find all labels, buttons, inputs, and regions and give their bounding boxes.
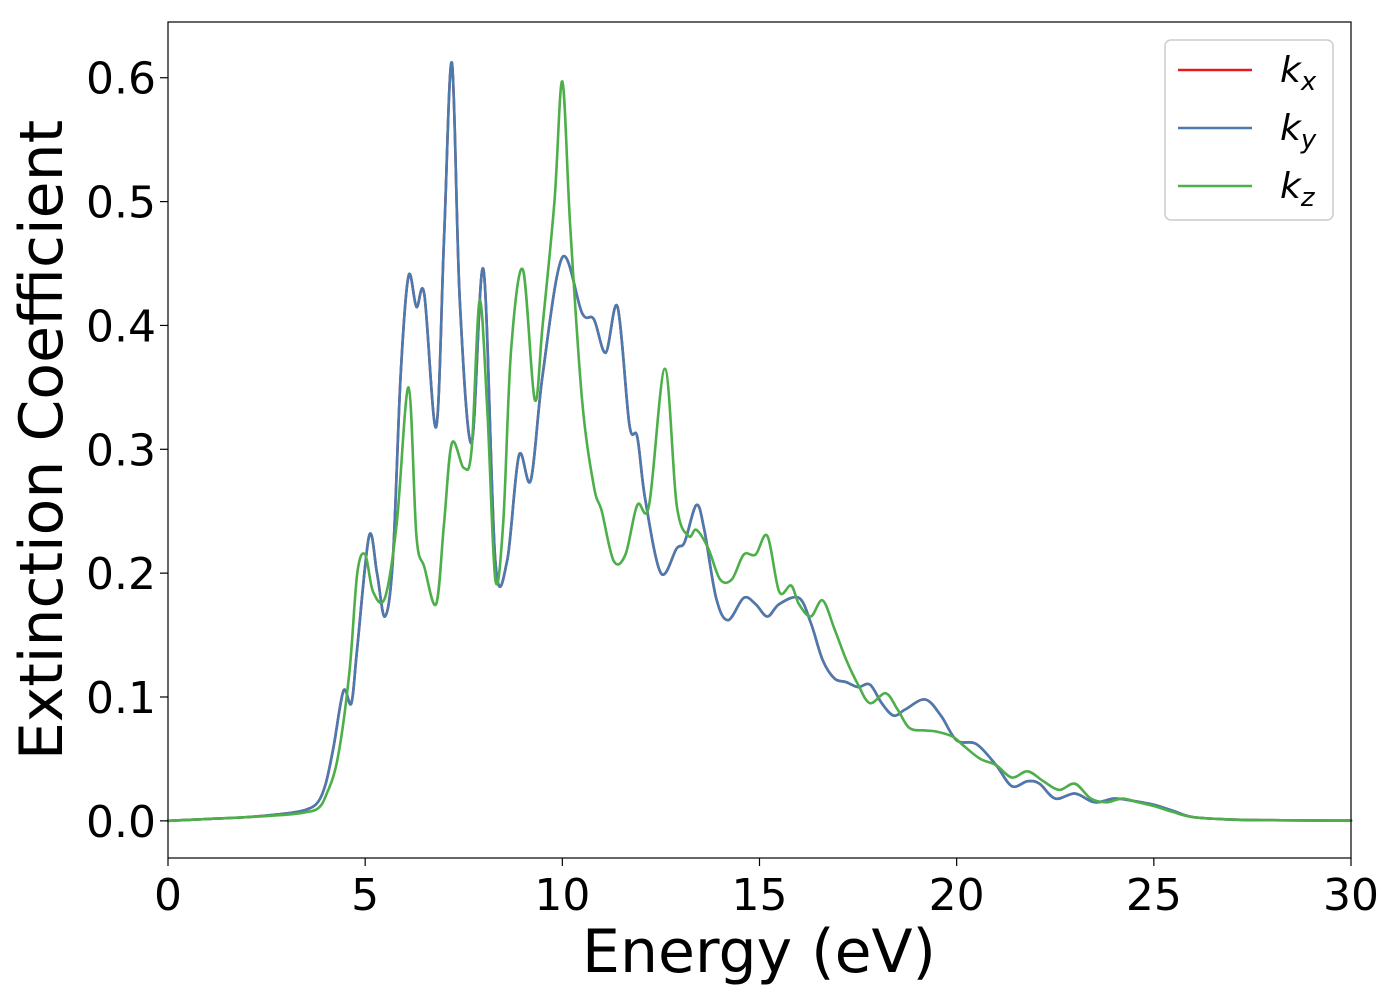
legend-label-base: k [1280, 166, 1303, 207]
legend-label-base: k [1280, 50, 1303, 91]
y-tick-label: 0.0 [86, 797, 156, 848]
series-line-kz [166, 80, 1353, 823]
legend-label: ky [1280, 108, 1317, 155]
x-tick-label: 10 [534, 870, 590, 921]
y-tick-label: 0.6 [86, 54, 156, 105]
x-tick-label: 25 [1126, 870, 1182, 921]
legend-label-base: k [1280, 108, 1303, 149]
x-tick-label: 20 [929, 870, 985, 921]
x-tick-label: 15 [732, 870, 788, 921]
y-tick-label: 0.4 [86, 301, 156, 352]
x-axis: 0 5 10 15 20 25 30 [154, 858, 1379, 921]
legend-label-subscript: y [1300, 125, 1317, 155]
x-tick-label: 30 [1323, 870, 1379, 921]
y-tick-label: 0.1 [86, 673, 156, 724]
legend-label-subscript: x [1300, 67, 1317, 97]
x-tick-label: 0 [154, 870, 182, 921]
legend-label: kz [1280, 166, 1316, 213]
y-tick-label: 0.2 [86, 549, 156, 600]
series-layer [166, 61, 1353, 823]
y-tick-label: 0.3 [86, 425, 156, 476]
legend-frame [1164, 39, 1334, 221]
y-axis-title: Extinction Coefficient [7, 120, 77, 760]
y-tick-label: 0.5 [86, 178, 156, 229]
y-axis: 0.0 0.1 0.2 0.3 0.4 0.5 0.6 [86, 54, 168, 848]
x-axis-title: Energy (eV) [582, 917, 936, 987]
legend-label: kx [1280, 50, 1317, 97]
legend-label-subscript: z [1300, 183, 1316, 213]
x-tick-label: 5 [351, 870, 379, 921]
